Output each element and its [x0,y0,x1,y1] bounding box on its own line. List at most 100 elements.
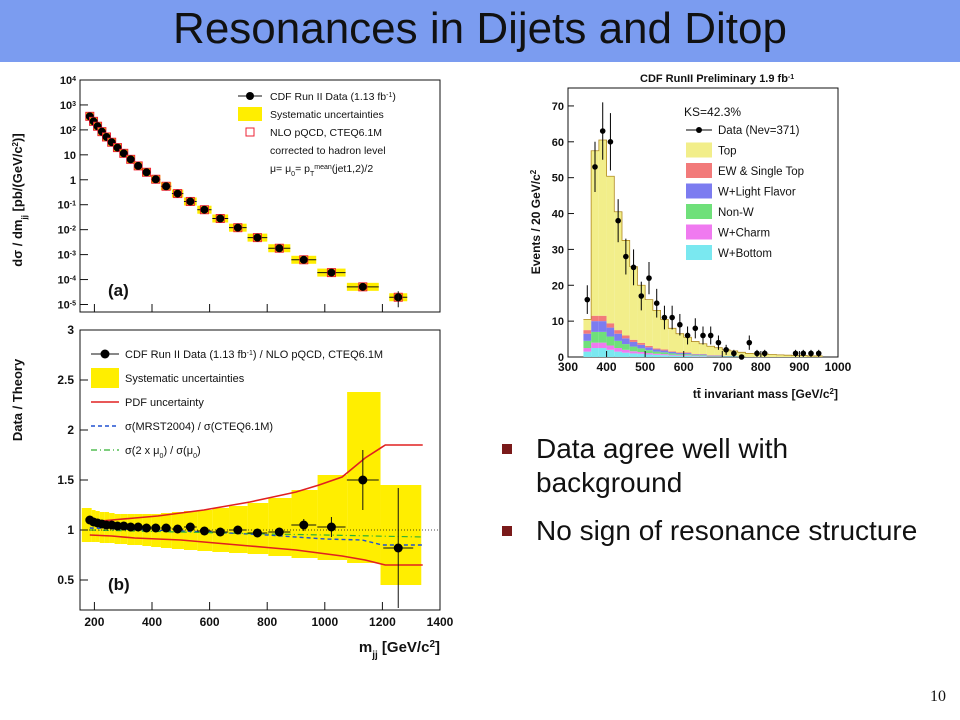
data-point [599,128,606,134]
stack-bar [622,349,630,353]
legend-marker [91,368,119,388]
y-axis-label-part: Events / 20 GeV/c [529,174,543,274]
panel-label: (a) [108,281,129,300]
stack-bar [629,346,638,352]
data-point [638,293,645,299]
legend-label-part: ) / σ(μ [163,445,193,457]
y-tick-label-part: 10 [58,200,70,212]
data-point [792,350,799,357]
stack-bar [598,315,607,322]
data-point [173,189,182,198]
legend-label-part: 0 [160,453,164,460]
y-tick-label-part: 10 [64,150,76,162]
stack-bar [676,333,684,353]
y-tick-label: 70 [552,101,564,113]
stack-bar [583,340,592,349]
data-point [800,350,807,357]
x-tick-label: 700 [712,360,732,374]
stack-bar [591,342,599,349]
y-tick-label-part: -2 [70,225,76,232]
stack-bar [583,333,592,341]
legend-label-part: ) [392,91,396,103]
legend-label-part: σ(MRST2004) / σ(CTEQ6.1M) [125,421,273,433]
stack-bar [637,343,646,345]
data-point [393,543,403,553]
x-axis-label-part: ] [834,387,838,401]
y-tick-label-part: 10 [58,250,70,262]
data-point [815,350,822,357]
y-tick-label-part: 1 [70,175,76,187]
x-axis-label-part: 2 [830,387,835,396]
stack-bar [660,349,669,351]
stack-bar [629,353,638,357]
legend-label: CDF Run II Data (1.13 fb-1) [270,91,396,103]
data-point [731,350,737,357]
legend-label-part: Systematic uncertainties [125,373,245,385]
stack-bar [676,353,684,355]
chart-title-part: CDF RunII Preliminary 1.9 fb [640,73,788,85]
stack-bar [676,352,684,354]
y-axis-label: Data / Theory [10,358,25,441]
data-point [112,521,122,531]
ks-annotation-part: KS=42.3% [684,105,741,119]
y-tick-label-part: 30 [552,244,564,256]
x-axis-label: tt̄ invariant mass [GeV/c2] [693,387,838,402]
data-point [299,520,309,530]
x-axis-label: mjj [GeV/c2] [359,639,440,661]
data-point [126,155,135,164]
y-tick-label: 10 [64,150,76,162]
x-tick-label-part: 400 [142,615,162,629]
x-tick-label-part: 800 [751,360,771,374]
y-tick-label-part: 3 [72,100,76,107]
stack-bar [645,350,653,354]
x-tick-label-part: 1400 [427,615,454,629]
y-tick-label: 2 [67,423,74,437]
data-point [715,339,722,346]
legend-label-part: Non-W [718,207,754,219]
stack-bar [652,351,661,354]
data-point [151,523,161,533]
data-point [275,244,284,253]
data-point [615,217,621,224]
data-point [199,526,209,536]
stack-bar [622,352,630,357]
syst-band-bin [268,498,292,556]
bullet-text: No sign of resonance structure [536,515,918,546]
bullet-text: Data agree well with background [536,433,789,498]
slide-title: Resonances in Dijets and Ditop [173,4,787,53]
panel-label-part: (a) [108,281,129,300]
legend-label-part: Top [718,146,737,158]
data-point [723,347,729,353]
legend-label: EW & Single Top [718,166,804,178]
legend-label: NLO pQCD, CTEQ6.1M [270,127,382,139]
data-point [326,522,336,532]
stack-bar [622,338,630,345]
bullet-item: Data agree well with background [500,432,940,500]
y-tick-label-part: 2 [67,423,74,437]
data-point [151,175,160,184]
data-point [233,525,243,535]
y-axis-label-part: Data / Theory [10,358,25,441]
data-point [126,522,136,532]
stack-bar [668,355,676,357]
page-number: 10 [930,688,946,705]
legend-label: σ(2 x μ0) / σ(μ0) [125,445,201,460]
data-point [133,522,143,532]
data-point [358,282,367,291]
data-point [623,253,629,260]
x-tick-label: 900 [789,360,809,374]
y-tick-label: 3 [67,323,74,337]
y-tick-label-part: 20 [552,280,564,292]
stack-bar [645,353,653,355]
bullet-list: Data agree well with background No sign … [500,432,940,562]
stack-bar [591,348,599,357]
stack-bar [606,327,615,337]
stack-bar [637,344,646,349]
y-tick-label-part: 10 [58,299,70,311]
stack-bar [637,351,646,354]
legend-label-part: = p [295,163,310,175]
legend-label: CDF Run II Data (1.13 fb-1) / NLO pQCD, … [125,349,383,361]
y-tick-label: 10-4 [58,275,77,287]
legend-marker [686,245,712,260]
y-tick-label-part: 10 [58,275,70,287]
